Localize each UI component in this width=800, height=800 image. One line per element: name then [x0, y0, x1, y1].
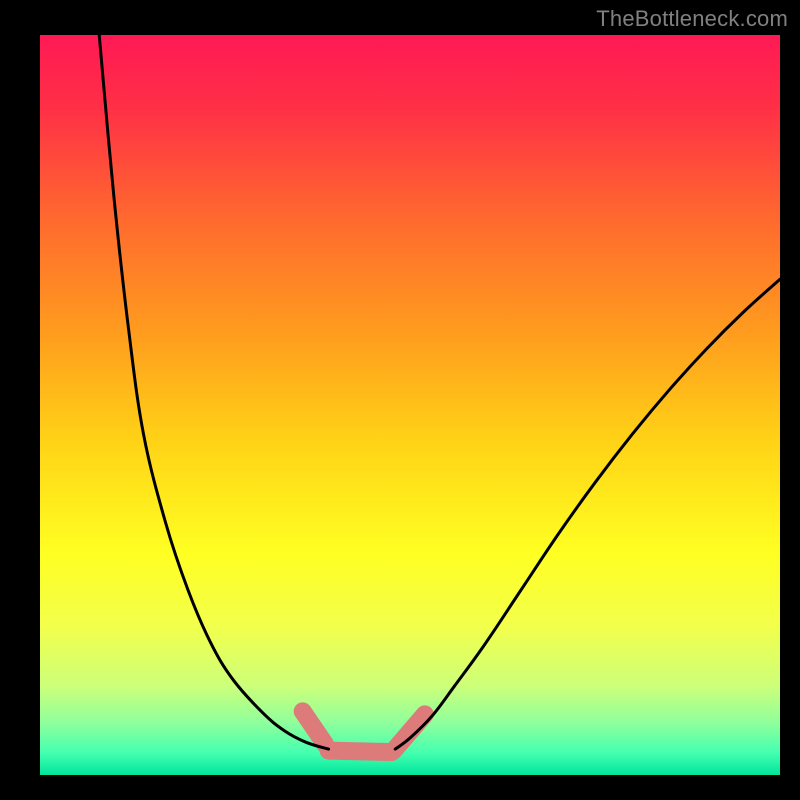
- chart-container: TheBottleneck.com: [0, 0, 800, 800]
- plot-area: [40, 35, 780, 775]
- curve-left: [99, 35, 328, 749]
- accent-segment-0: [303, 711, 325, 744]
- curve-layer: [40, 35, 780, 775]
- accent-segment-1: [329, 751, 392, 752]
- curve-right: [395, 279, 780, 749]
- watermark-text: TheBottleneck.com: [596, 6, 788, 32]
